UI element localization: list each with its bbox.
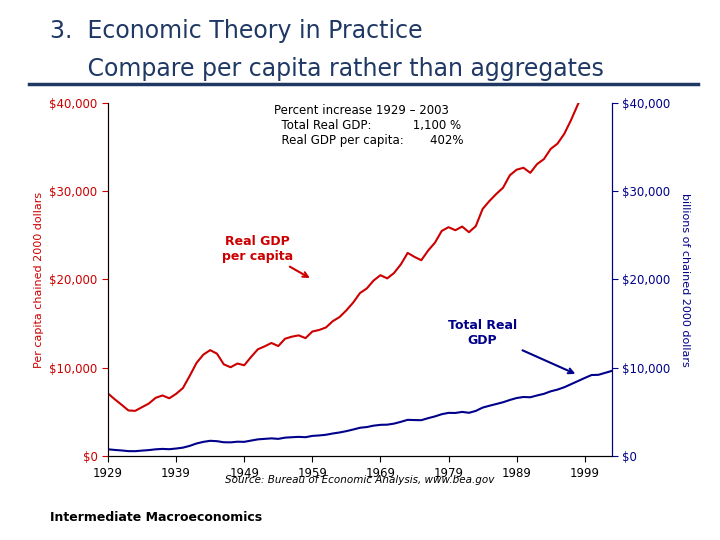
Text: Percent increase 1929 – 2003
  Total Real GDP:           1,100 %
  Real GDP per : Percent increase 1929 – 2003 Total Real … <box>274 104 464 147</box>
Text: Total Real
GDP: Total Real GDP <box>448 319 573 373</box>
Y-axis label: Per capita chained 2000 dollars: Per capita chained 2000 dollars <box>34 191 44 368</box>
Text: Intermediate Macroeconomics: Intermediate Macroeconomics <box>50 511 263 524</box>
Text: 3.  Economic Theory in Practice: 3. Economic Theory in Practice <box>50 19 423 43</box>
Text: Source: Bureau of Economic Analysis, www.bea.gov: Source: Bureau of Economic Analysis, www… <box>225 475 495 485</box>
Text: Real GDP
per capita: Real GDP per capita <box>222 234 308 277</box>
Text: Compare per capita rather than aggregates: Compare per capita rather than aggregate… <box>50 57 604 80</box>
Y-axis label: billions of chained 2000 dollars: billions of chained 2000 dollars <box>680 193 690 366</box>
